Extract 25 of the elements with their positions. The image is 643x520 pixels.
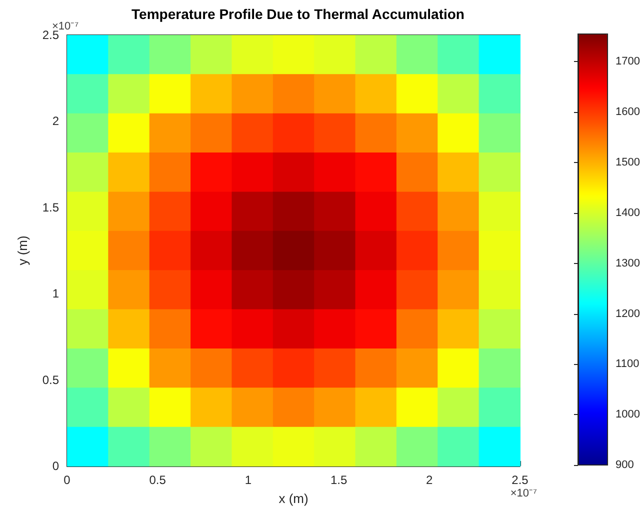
y-tick-label: 0.5: [42, 372, 60, 387]
color-bar-label: 1600: [616, 106, 640, 118]
y-axis-title: y (m): [15, 236, 30, 266]
color-bar-label: 1100: [616, 358, 640, 370]
y-tick-label: 1: [52, 286, 60, 301]
text: ×10⁻⁷: [510, 488, 538, 500]
color-bar-label: 1300: [616, 257, 640, 270]
color-bar-label: 1200: [616, 308, 640, 320]
x-tick-label: 1: [244, 473, 252, 487]
x-tick-label: 1.5: [330, 473, 348, 487]
color-bar-label: 1000: [616, 408, 640, 421]
chart-title: Temperature Profile Due to Thermal Accumulation: [132, 6, 464, 22]
color-bar-label: 1500: [616, 156, 640, 169]
color-bar-label: 1400: [616, 206, 640, 219]
x-tick-label: 2.5: [512, 473, 529, 487]
x-axis-title: x (m): [278, 491, 308, 506]
color-bar-label: 900: [616, 459, 634, 471]
y-tick-label: 1.5: [42, 200, 60, 214]
y-tick-label: 2.5: [42, 28, 60, 42]
y-tick-label: 0: [52, 459, 60, 473]
x-tick-label: 2: [426, 473, 434, 487]
y-tick-label: 2: [52, 114, 60, 128]
x-tick-label: 0.5: [149, 473, 166, 487]
x-tick-label: 0: [64, 473, 71, 487]
color-bar-label: 1700: [616, 56, 640, 68]
